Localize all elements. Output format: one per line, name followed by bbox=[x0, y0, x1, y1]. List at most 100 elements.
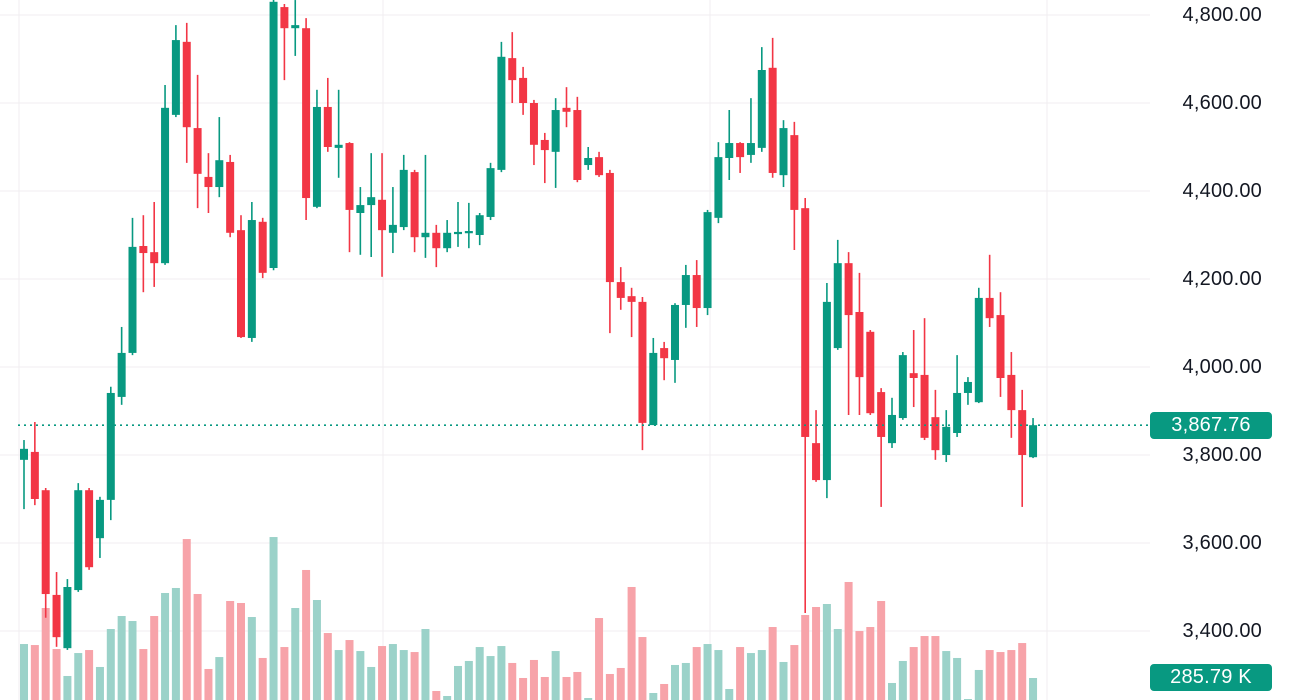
candle-body bbox=[681, 275, 690, 305]
candle-body bbox=[725, 143, 734, 158]
candle-body bbox=[638, 301, 647, 423]
volume-bar bbox=[649, 692, 658, 700]
candle-body bbox=[703, 212, 712, 309]
volume-bar bbox=[215, 657, 224, 700]
candle-body bbox=[52, 594, 61, 638]
candle-body bbox=[291, 25, 300, 29]
volume-bar bbox=[1007, 650, 1016, 700]
candle-body bbox=[985, 297, 994, 319]
candle-body bbox=[128, 246, 137, 353]
candle-body bbox=[356, 205, 365, 213]
candle-body bbox=[692, 275, 701, 309]
candle-body bbox=[258, 221, 267, 273]
volume-bar bbox=[942, 651, 951, 700]
candle-body bbox=[106, 392, 115, 500]
volume-bar bbox=[421, 629, 430, 700]
volume-bar bbox=[204, 668, 213, 700]
candle-body bbox=[996, 315, 1005, 378]
candle-body bbox=[529, 103, 538, 145]
candle-body bbox=[367, 197, 376, 206]
candle-body bbox=[464, 231, 473, 234]
candle-body bbox=[20, 448, 28, 460]
volume-bar bbox=[529, 659, 538, 700]
volume-bar bbox=[508, 662, 517, 700]
volume-bar bbox=[302, 569, 311, 700]
volume-bar bbox=[182, 539, 191, 700]
candle-body bbox=[454, 231, 462, 235]
volume-bar bbox=[128, 621, 137, 700]
volume-bar bbox=[551, 651, 560, 700]
volume-bar bbox=[378, 646, 387, 700]
volume-bar bbox=[356, 651, 365, 700]
candle-body bbox=[942, 426, 951, 455]
volume-bar bbox=[638, 637, 647, 700]
candle-body bbox=[508, 58, 517, 81]
candle-body bbox=[584, 158, 593, 166]
candle-body bbox=[226, 161, 235, 233]
candle-body bbox=[215, 160, 224, 188]
candle-body bbox=[475, 215, 484, 235]
volume-bar bbox=[573, 671, 582, 700]
horizontal-gridlines bbox=[0, 14, 1150, 632]
candle-body bbox=[41, 490, 50, 595]
price-axis-label: 4,600.00 bbox=[1182, 92, 1262, 114]
volume-bars bbox=[20, 537, 1038, 700]
candle-body bbox=[519, 77, 528, 103]
candle-body bbox=[649, 352, 658, 426]
volume-bar bbox=[605, 673, 614, 700]
candle-body bbox=[551, 110, 560, 152]
volume-bar bbox=[855, 631, 864, 700]
volume-bar bbox=[193, 593, 202, 700]
volume-bar bbox=[801, 615, 810, 700]
candle-body bbox=[150, 252, 159, 264]
last-volume-badge: 285.79 K bbox=[1150, 664, 1272, 691]
candle-body bbox=[182, 41, 191, 128]
candle-body bbox=[421, 232, 430, 238]
volume-bar bbox=[410, 652, 419, 700]
candle-body bbox=[812, 443, 821, 481]
volume-bar bbox=[443, 695, 452, 700]
candle-body bbox=[85, 490, 94, 568]
candle-body bbox=[280, 7, 289, 29]
price-axis-label: 3,600.00 bbox=[1182, 532, 1262, 554]
volume-bar bbox=[291, 608, 300, 700]
volume-bar bbox=[226, 601, 235, 700]
volume-bar bbox=[725, 688, 734, 700]
volume-bar bbox=[562, 676, 571, 700]
volume-bar bbox=[454, 665, 462, 700]
volume-bar bbox=[736, 647, 745, 700]
volume-bar bbox=[866, 627, 875, 700]
candle-body bbox=[399, 169, 408, 228]
volume-bar bbox=[345, 640, 354, 700]
volume-bar bbox=[822, 604, 831, 700]
candle-body bbox=[1007, 374, 1016, 411]
candle-body bbox=[931, 417, 940, 451]
candle-body bbox=[898, 355, 907, 419]
candle-body bbox=[801, 208, 810, 437]
volume-bar bbox=[399, 650, 408, 700]
price-axis-label: 4,800.00 bbox=[1182, 4, 1262, 26]
candle-body bbox=[953, 392, 962, 433]
candle-body bbox=[410, 172, 419, 238]
volume-bar bbox=[95, 666, 104, 700]
candle-body bbox=[95, 499, 104, 539]
candle-body bbox=[768, 67, 777, 173]
volume-bar bbox=[74, 653, 83, 700]
volume-bar bbox=[20, 644, 28, 700]
volume-bar bbox=[877, 601, 886, 700]
volume-bar bbox=[161, 592, 170, 700]
candle-body bbox=[866, 331, 875, 414]
price-axis-label: 4,200.00 bbox=[1182, 268, 1262, 290]
candle-body bbox=[432, 232, 441, 249]
last-price-badge-label: 3,867.76 bbox=[1171, 414, 1251, 436]
candle-body bbox=[833, 263, 842, 349]
price-axis-label: 4,000.00 bbox=[1182, 356, 1262, 378]
volume-bar bbox=[812, 607, 821, 700]
volume-bar bbox=[150, 616, 159, 700]
candle-body bbox=[671, 304, 679, 360]
candle-body bbox=[161, 107, 170, 264]
volume-bar bbox=[671, 664, 679, 700]
candle-body bbox=[736, 143, 745, 158]
